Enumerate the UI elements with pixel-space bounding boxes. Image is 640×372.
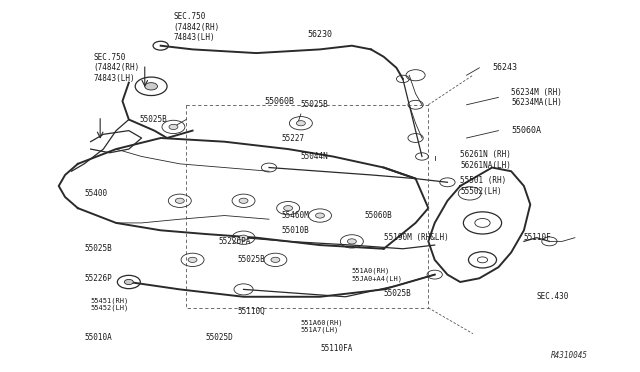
Text: 55025B: 55025B xyxy=(301,100,328,109)
Text: 56243: 56243 xyxy=(492,63,517,72)
Text: 55110F: 55110F xyxy=(524,233,552,242)
Text: 55226PA: 55226PA xyxy=(218,237,250,246)
Text: 55044N: 55044N xyxy=(301,152,328,161)
Circle shape xyxy=(271,257,280,262)
Circle shape xyxy=(239,198,248,203)
Circle shape xyxy=(296,121,305,126)
Circle shape xyxy=(348,239,356,244)
Text: 551A0(RH)
55JA0+A4(LH): 551A0(RH) 55JA0+A4(LH) xyxy=(352,267,403,282)
Text: 55110Q: 55110Q xyxy=(237,307,265,316)
Text: 55451(RH)
55452(LH): 55451(RH) 55452(LH) xyxy=(91,297,129,311)
Text: 55226P: 55226P xyxy=(84,274,112,283)
Circle shape xyxy=(239,235,248,240)
Text: 55025B: 55025B xyxy=(237,255,265,264)
Circle shape xyxy=(316,213,324,218)
Text: 55025B: 55025B xyxy=(84,244,112,253)
Text: 55010A: 55010A xyxy=(84,333,112,342)
Text: 55025D: 55025D xyxy=(205,333,233,342)
Text: 56261N (RH)
56261NA(LH): 56261N (RH) 56261NA(LH) xyxy=(460,150,511,170)
Circle shape xyxy=(124,279,133,285)
Text: 55190M (RH&LH): 55190M (RH&LH) xyxy=(384,233,449,242)
Text: 55460M: 55460M xyxy=(282,211,310,220)
Text: 55060B: 55060B xyxy=(365,211,392,220)
Text: 55227: 55227 xyxy=(282,134,305,142)
Text: 55400: 55400 xyxy=(84,189,108,198)
Circle shape xyxy=(188,257,197,262)
Text: SEC.750
(74842(RH)
74843(LH): SEC.750 (74842(RH) 74843(LH) xyxy=(173,12,220,42)
Text: 55110FA: 55110FA xyxy=(320,344,353,353)
Text: 56234M (RH)
56234MA(LH): 56234M (RH) 56234MA(LH) xyxy=(511,88,562,107)
Text: 55501 (RH)
55502(LH): 55501 (RH) 55502(LH) xyxy=(460,176,506,196)
Text: R4310045: R4310045 xyxy=(550,350,588,359)
Text: SEC.750
(74842(RH)
74843(LH): SEC.750 (74842(RH) 74843(LH) xyxy=(94,53,140,83)
Text: 551A60(RH)
551A7(LH): 551A60(RH) 551A7(LH) xyxy=(301,319,344,333)
Text: 56230: 56230 xyxy=(307,30,332,39)
Circle shape xyxy=(175,198,184,203)
Text: 55060A: 55060A xyxy=(511,126,541,135)
Text: 55060B: 55060B xyxy=(264,97,294,106)
Circle shape xyxy=(169,124,178,129)
Text: 55025B: 55025B xyxy=(140,115,167,124)
Text: SEC.430: SEC.430 xyxy=(537,292,569,301)
Text: 55010B: 55010B xyxy=(282,226,310,235)
Circle shape xyxy=(145,83,157,90)
Text: 55025B: 55025B xyxy=(384,289,412,298)
Circle shape xyxy=(284,206,292,211)
